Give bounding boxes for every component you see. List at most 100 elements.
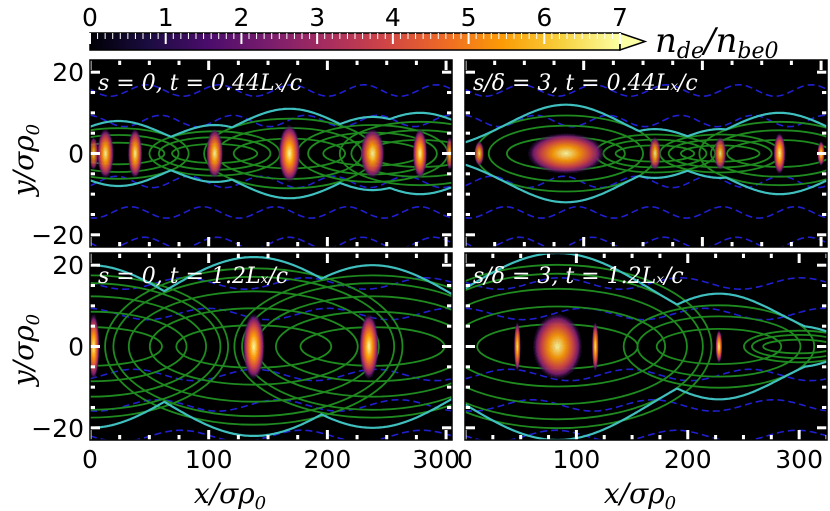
closed-flux-contour [90,282,222,411]
dashed-flux-line [465,277,827,290]
closed-flux-contour [698,120,827,187]
closed-flux-contour [90,310,188,383]
density-speckle [715,330,723,363]
panel-frame [464,252,828,441]
panel-frame [89,59,453,248]
colorbar-tick-label: 0 [82,3,98,32]
dashed-flux-line [465,307,826,321]
y-tick-label: −20 [31,221,84,250]
separatrix-upper [465,103,827,144]
separatrix-lower [465,163,827,204]
closed-flux-contour [743,329,827,364]
colorbar-label: nde/nbe0 [655,21,778,64]
panel-1: s = 0, t = 0.44Lₓ/c 20 0 −20 [31,58,453,250]
dashed-flux-line [90,114,451,128]
dashed-flux-line [90,236,452,247]
closed-flux-contour [465,305,667,388]
closed-flux-contour [275,310,452,383]
dashed-flux-line [465,83,827,98]
closed-flux-contour [762,338,827,355]
x-tick-label: 200 [664,445,712,474]
closed-flux-contour [465,272,704,421]
closed-flux-contour [90,141,166,166]
density-speckle [592,322,599,371]
separatrix-upper [90,107,452,138]
density-speckle [649,137,661,170]
colorbar-tick-label: 2 [233,3,249,32]
colorbar: 0 1 2 3 4 5 6 7 nde/nbe0 [82,3,778,64]
density-speckle [243,314,265,379]
colorbar-ticks: 0 1 2 3 4 5 6 7 [82,3,628,44]
closed-flux-contour [104,267,404,426]
panel-label: s/δ = 3, t = 1.2Lₓ/c [473,264,684,289]
density-speckle [359,314,379,379]
dashed-flux-line [465,236,827,247]
colorbar-tick-label: 7 [612,3,628,32]
dashed-flux-line [465,399,827,412]
density-speckle [278,125,301,182]
panel-frame [89,252,453,441]
closed-flux-contour [90,326,163,367]
separatrix-lower [90,169,452,200]
closed-flux-contour [90,274,229,419]
density-speckle [360,129,385,178]
closed-flux-contour [241,282,452,411]
panel-2: s/δ = 3, t = 0.44Lₓ/c [463,59,828,248]
panel-4: s/δ = 3, t = 1.2Lₓ/c 0 100 200 300 [457,252,829,474]
x-axis-label-right: x/σρ0 [604,477,676,511]
y-tick-label: 20 [52,251,84,280]
separatrix-lower [90,397,452,437]
x-tick-label: 200 [304,445,352,474]
dashed-flux-line [465,205,826,219]
dashed-flux-line [90,399,451,412]
density-speckle [773,133,786,174]
y-tick-label: 20 [52,58,84,87]
closed-flux-contour [233,274,452,419]
x-axis-label-left: x/σρ0 [194,477,266,511]
panel-label: s/δ = 3, t = 0.44Lₓ/c [473,71,698,96]
x-tick-label: 300 [412,445,460,474]
closed-flux-contour [127,290,380,403]
dashed-flux-line [90,205,451,219]
colorbar-tick-label: 3 [309,3,325,32]
y-axis-label-bottom: y/σρ0 [7,314,44,388]
colorbar-tick-label: 6 [536,3,552,32]
panel-frame [464,59,828,248]
density-speckle [527,133,604,174]
panel-ticks [88,60,452,247]
separatrix-upper [90,256,452,296]
x-tick-label: 0 [457,445,473,474]
x-tick-label: 300 [775,445,823,474]
colorbar-tick-label: 1 [158,3,174,32]
density-speckle [128,129,143,178]
y-tick-label: −20 [31,414,84,443]
closed-flux-contour [112,275,396,418]
dashed-flux-line [465,368,827,382]
density-speckle [206,129,223,178]
closed-flux-contour [751,334,827,359]
x-tick-label: 100 [185,445,233,474]
closed-flux-contour [710,129,827,178]
closed-flux-contour [465,287,688,406]
closed-flux-contour [90,295,207,398]
colorbar-tick-label: 4 [385,3,401,32]
closed-flux-contour [338,120,452,187]
closed-flux-contour [487,124,644,183]
x-tick-label: 0 [82,445,98,474]
dashed-flux-line [90,277,452,291]
closed-flux-contour [636,315,802,378]
colorbar-tick-label: 5 [461,3,477,32]
density-speckle [474,141,484,166]
y-tick-label: 0 [68,333,84,362]
density-speckle [514,322,521,371]
panel-label: s = 0, t = 1.2Lₓ/c [98,264,288,289]
closed-flux-contour [90,127,190,180]
x-tick-label: 100 [553,445,601,474]
y-tick-label: 0 [68,140,84,169]
panel-ticks [463,60,827,247]
density-speckle [714,137,727,170]
y-axis-label-top: y/σρ0 [7,124,44,198]
